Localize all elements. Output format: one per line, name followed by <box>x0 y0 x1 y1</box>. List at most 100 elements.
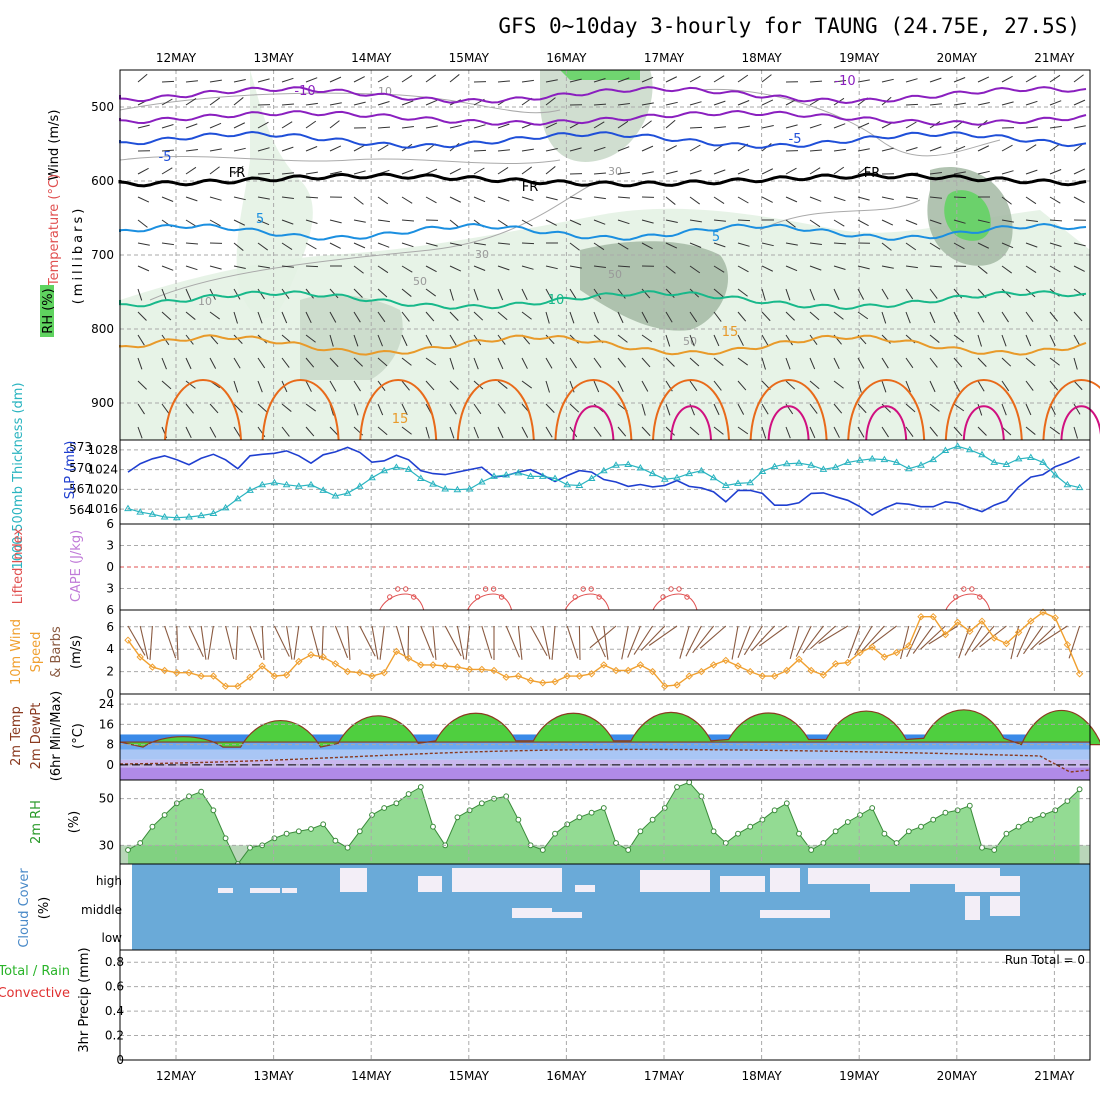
wind10-speed-marker <box>380 668 388 677</box>
rh2m-marker <box>820 840 827 846</box>
upper-wind-barb <box>401 169 414 175</box>
wind10-barb <box>869 625 897 647</box>
wind10-barb <box>379 625 385 660</box>
upper-wind-barb <box>1001 242 1014 249</box>
wind10-grid <box>120 610 1090 695</box>
upper-wind-barb <box>377 426 388 436</box>
temp2m-bands <box>119 709 1100 780</box>
precip-tick-label: 0.2 <box>105 1029 124 1043</box>
upper-wind-barb <box>905 357 914 369</box>
temp2m-band <box>120 767 1090 780</box>
upper-wind-barb <box>353 219 366 223</box>
upper-wind-barb <box>497 123 510 129</box>
upper-wind-barb <box>401 334 408 347</box>
rh2m-ylabel-unit: (%) <box>67 811 82 834</box>
upper-wind-barb <box>929 288 938 299</box>
upper-wind-barb <box>617 196 630 199</box>
upper-wind-barb <box>617 380 624 393</box>
isotherm-line <box>118 172 1087 188</box>
wind10-barb <box>809 625 836 650</box>
upper-wind-barb <box>761 311 771 322</box>
wind10-speed-marker <box>282 671 291 679</box>
slp-ylabels: 1000-500mb Thickness (dm) SLP (mb) <box>11 382 78 569</box>
upper-wind-barb <box>401 288 412 297</box>
upper-wind-barb <box>905 380 911 393</box>
cape-panel: 6 3 0 3 6 <box>106 517 1091 617</box>
upper-wind-barb <box>209 219 221 227</box>
upper-wind-barb <box>545 97 556 106</box>
wind10-speed-line <box>124 608 1084 690</box>
wind10-barb <box>633 625 654 655</box>
upper-wind-barb <box>689 196 701 205</box>
wind10-barb <box>971 625 995 653</box>
rh-contour-area <box>560 70 640 80</box>
wind10-barb <box>912 625 934 654</box>
wind10-speed-marker <box>648 667 657 676</box>
wind10-barb <box>621 625 629 660</box>
upper-wind-barb <box>617 265 631 268</box>
upper-wind-barb <box>377 126 391 129</box>
upper-wind-barb <box>929 426 938 437</box>
wind10-speed-marker <box>807 666 815 675</box>
thickness-marker <box>282 480 291 488</box>
upper-wind-barb <box>569 288 577 300</box>
upper-wind-barb <box>713 426 724 435</box>
isotherm-20-dome <box>261 379 340 441</box>
upper-wind-barb <box>209 311 221 320</box>
upper-wind-barb <box>929 265 942 268</box>
wind-ylabel: Wind (m/s) <box>47 110 62 181</box>
upper-wind-barb <box>809 196 822 202</box>
upper-wind-barb <box>137 73 148 83</box>
rh2m-marker <box>893 840 900 846</box>
rh2m-marker <box>478 800 485 807</box>
wind10-barb <box>407 625 410 661</box>
upper-wind-barb <box>593 288 602 300</box>
rh2m-marker <box>283 830 290 837</box>
upper-wind-barb <box>473 357 479 370</box>
upper-wind-barb <box>665 242 678 249</box>
precip-ylabel-b: Convective <box>0 986 70 1001</box>
upper-wind-barb <box>1025 242 1038 248</box>
slp-tick-label: 1028 <box>87 443 118 457</box>
upper-wind-barb <box>425 265 437 273</box>
top-date-label: 15MAY <box>449 51 490 65</box>
upper-wind-barb <box>137 288 143 301</box>
upper-wind-barb <box>497 311 508 321</box>
upper-wind-barb <box>881 357 889 369</box>
upper-wind-barb <box>377 219 390 223</box>
upper-wind-barb <box>185 149 198 152</box>
isotherm-label: 15 <box>722 325 739 340</box>
upper-wind-barb <box>833 80 846 83</box>
upper-wind-barb <box>713 357 724 366</box>
thickness-marker <box>441 485 450 492</box>
lifted-index-bump <box>945 593 991 611</box>
pressure-tick-label: 500 <box>91 100 114 114</box>
upper-wind-barb <box>521 265 534 270</box>
thickness-marker <box>758 467 767 474</box>
wind10-tick-label: 2 <box>106 665 114 679</box>
wind10-barb <box>517 625 523 660</box>
upper-wind-barb <box>1025 169 1038 175</box>
thickness-marker <box>612 461 620 468</box>
wind10-speed-marker <box>295 657 303 666</box>
wind10-speed-marker <box>319 653 327 661</box>
upper-wind-barb <box>281 311 288 324</box>
upper-wind-barb <box>905 242 917 251</box>
rh-contour-line <box>759 199 921 231</box>
upper-wind-barb <box>449 380 459 390</box>
wind10-tick-label: 4 <box>106 642 114 656</box>
upper-wind-barb <box>401 242 414 248</box>
upper-wind-barb <box>641 380 649 392</box>
wind10-barb <box>795 625 812 657</box>
upper-wind-barb <box>617 219 630 225</box>
top-date-label: 17MAY <box>644 51 685 65</box>
upper-wind-barb <box>329 120 340 129</box>
upper-wind-barb <box>401 357 412 366</box>
upper-wind-barb <box>1025 75 1037 83</box>
upper-wind-barb <box>233 265 246 269</box>
wind10-speed-marker <box>356 668 364 677</box>
upper-wind-barb <box>857 219 869 227</box>
wind10-barb <box>395 625 407 659</box>
